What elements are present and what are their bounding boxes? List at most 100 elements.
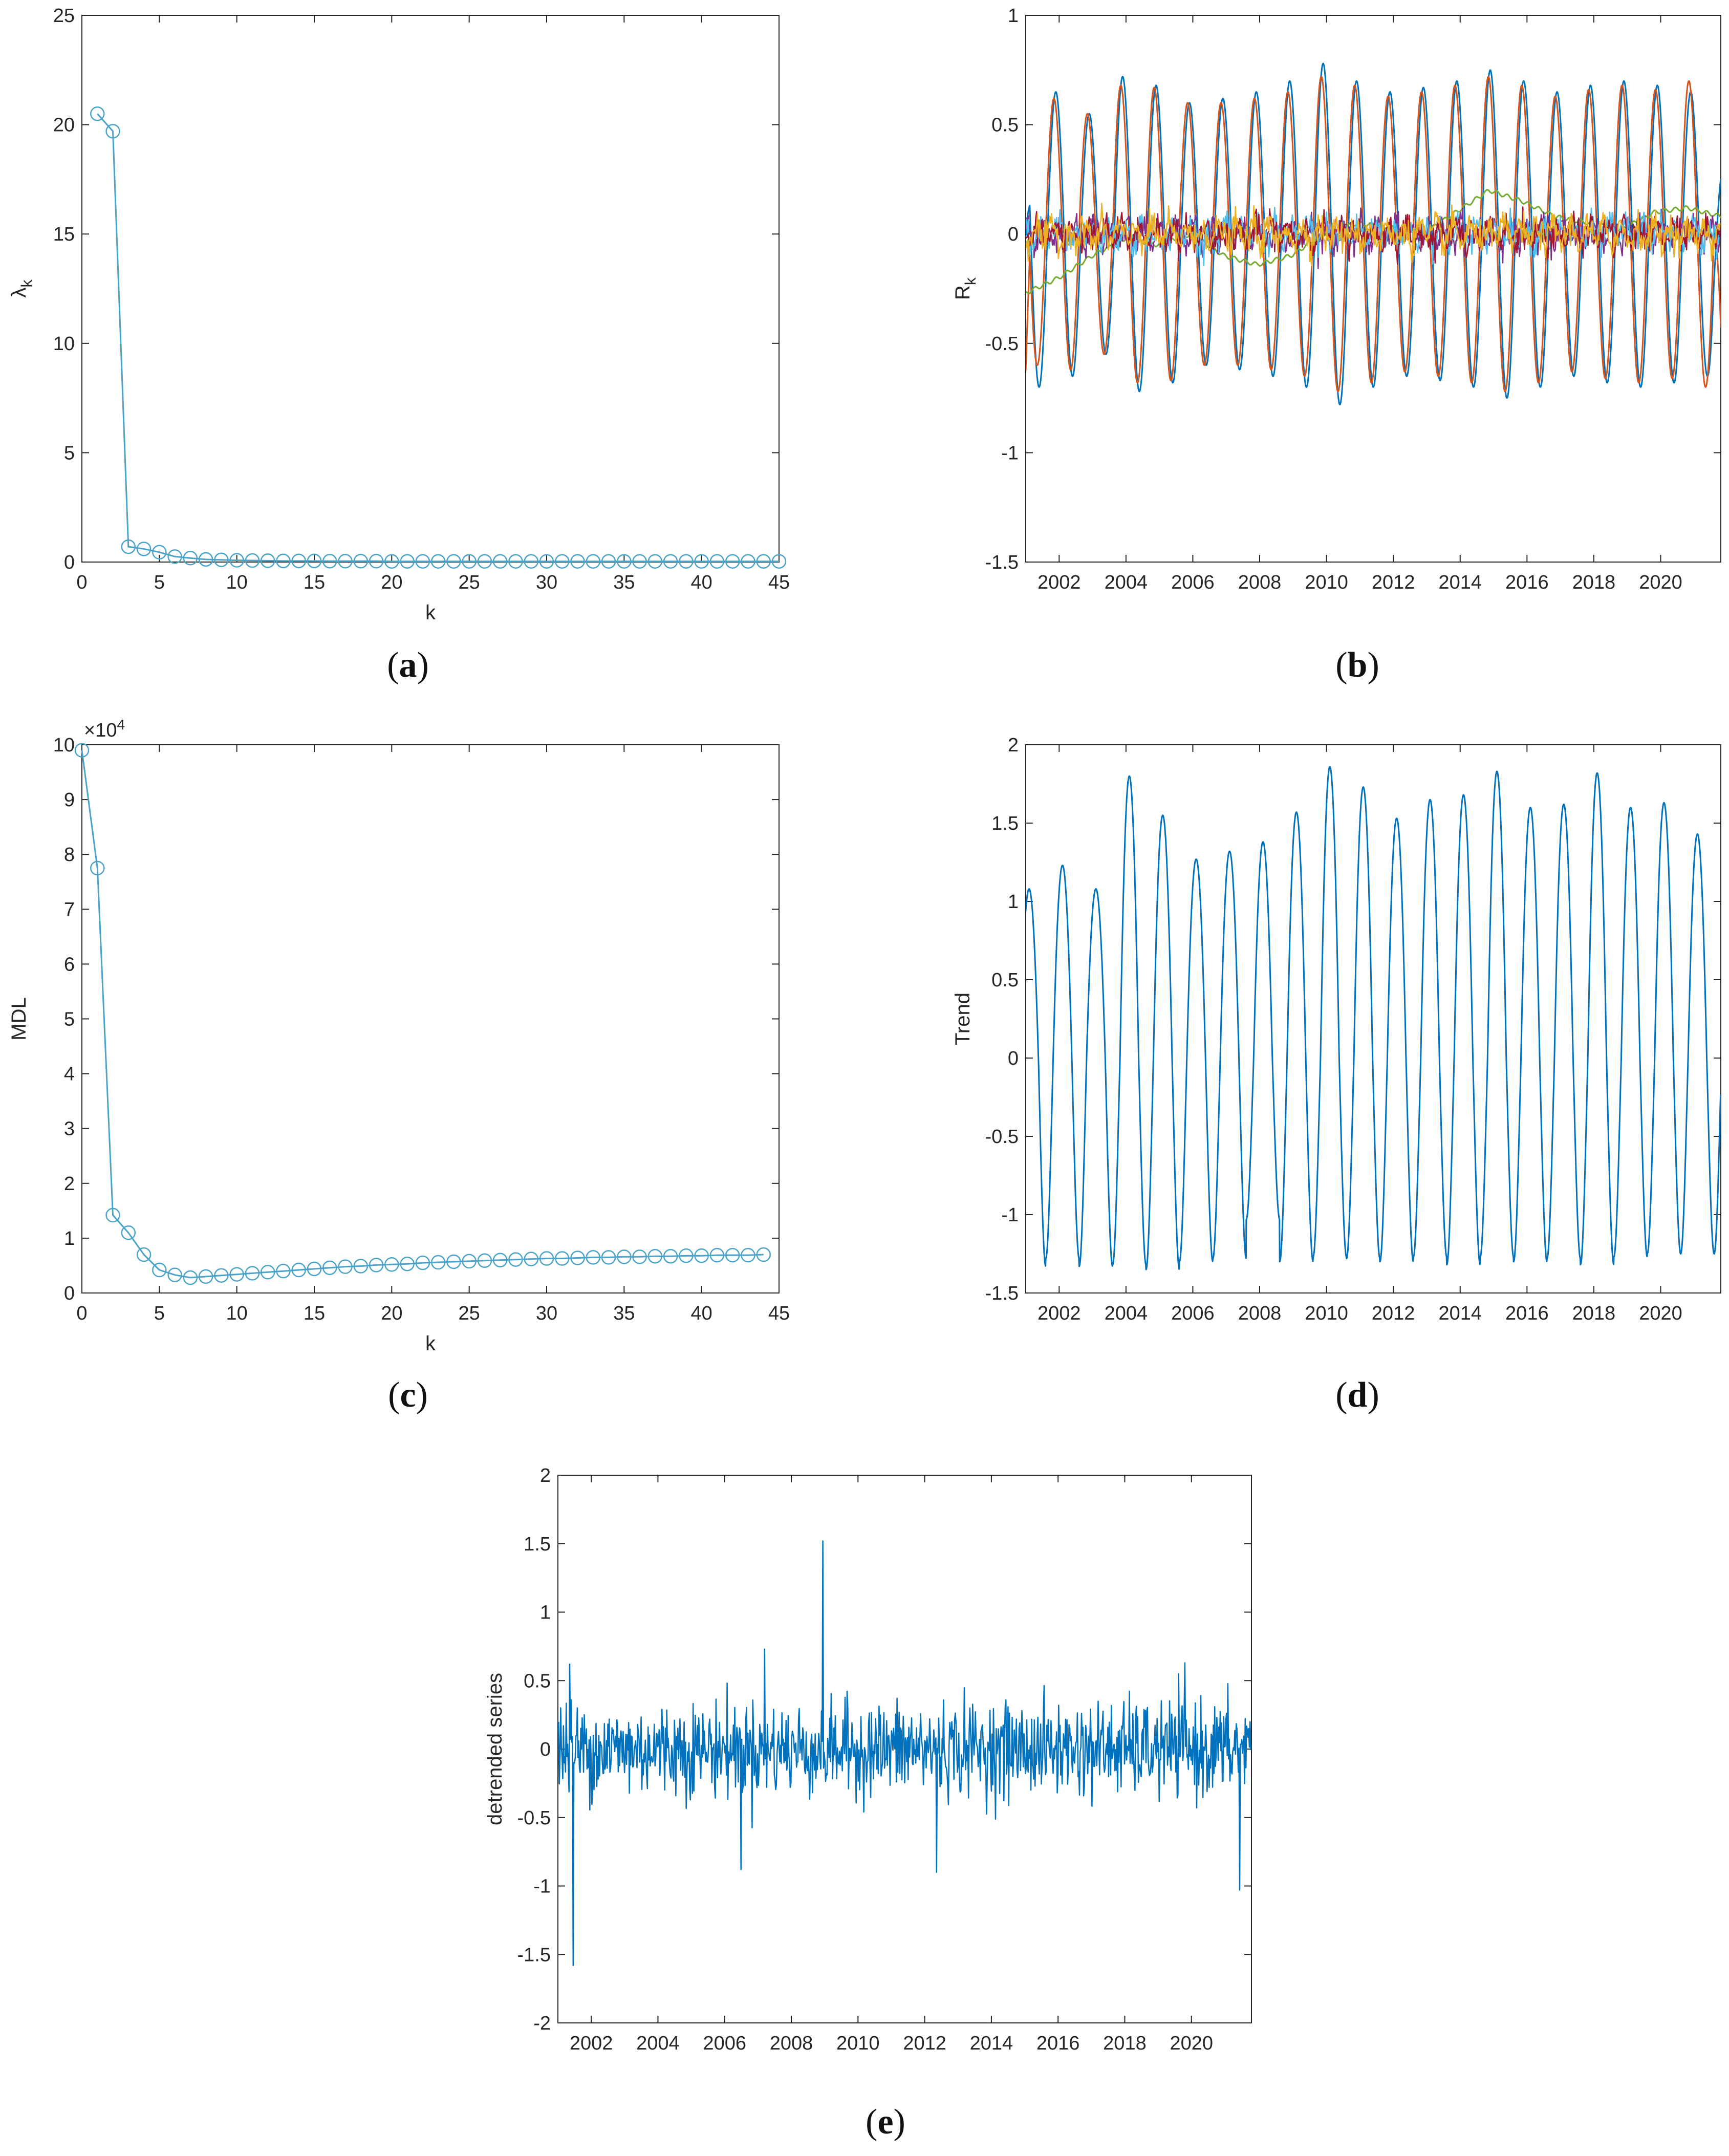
x-tick-label: 2002 — [1038, 572, 1081, 593]
data-point — [756, 1247, 771, 1262]
plot-area — [81, 15, 780, 563]
y-tick-label: 2 — [1008, 735, 1019, 756]
data-point — [167, 549, 182, 564]
data-point — [276, 1263, 291, 1279]
data-point — [229, 1267, 244, 1282]
data-point — [601, 554, 616, 569]
data-point — [322, 554, 337, 569]
data-point — [586, 1250, 601, 1265]
x-tick-label: 5 — [154, 572, 165, 593]
data-point — [338, 1259, 353, 1274]
y-tick-label: -0.5 — [985, 1126, 1019, 1148]
data-point — [679, 1248, 694, 1263]
data-point — [477, 554, 492, 569]
x-tick-label: 2016 — [1036, 2033, 1080, 2054]
y-tick-label: 1.5 — [524, 1534, 551, 1555]
data-line — [97, 113, 779, 563]
y-tick-label: -2 — [533, 2013, 551, 2034]
data-point — [136, 542, 152, 556]
y-tick-label: 1.5 — [991, 813, 1019, 834]
x-tick-label: 45 — [768, 1303, 790, 1324]
x-tick-label: 2004 — [636, 2033, 680, 2054]
data-point — [555, 554, 570, 569]
x-tick-label: 2008 — [1238, 1303, 1282, 1324]
data-point — [260, 1265, 275, 1280]
x-tick-label: 2014 — [1438, 1303, 1482, 1324]
y-tick-label: 15 — [53, 224, 75, 245]
y-tick-label: 1 — [1008, 891, 1019, 913]
x-tick-label: 2012 — [1372, 1303, 1415, 1324]
x-tick-label: 0 — [76, 572, 87, 593]
caption-e: (e) — [866, 2102, 905, 2142]
x-tick-label: 15 — [304, 572, 325, 593]
data-point — [384, 1257, 399, 1272]
x-tick-label: 2010 — [1305, 572, 1348, 593]
x-tick-label: 2004 — [1105, 1303, 1148, 1324]
data-point — [632, 554, 647, 569]
x-tick-label: 2016 — [1505, 1303, 1549, 1324]
y-tick-label: 2 — [540, 1465, 551, 1486]
x-axis-label: k — [425, 1332, 436, 1355]
x-tick-label: 2020 — [1639, 1303, 1682, 1324]
x-tick-label: 40 — [691, 572, 712, 593]
data-point — [492, 1253, 508, 1267]
y-tick-label: 0 — [1008, 1048, 1019, 1069]
data-point — [570, 1251, 585, 1265]
x-tick-label: 2006 — [703, 2033, 746, 2054]
data-point — [524, 554, 538, 569]
axis-multiplier: ×104 — [84, 717, 125, 741]
data-point — [183, 1270, 198, 1285]
data-point — [586, 554, 601, 569]
x-tick-label: 2014 — [970, 2033, 1013, 2054]
data-point — [167, 1267, 182, 1282]
y-tick-label: 25 — [53, 5, 75, 27]
data-point — [539, 554, 554, 569]
data-point — [353, 554, 369, 569]
data-point — [307, 1261, 322, 1277]
y-axis-label: MDL — [8, 997, 30, 1040]
x-tick-label: 30 — [536, 572, 557, 593]
data-point — [617, 554, 632, 569]
y-tick-label: 0.5 — [991, 115, 1019, 136]
data-point — [105, 1208, 120, 1223]
x-tick-label: 2012 — [1372, 572, 1415, 593]
data-point — [198, 1269, 213, 1284]
y-axis-label: Trend — [952, 993, 974, 1045]
x-tick-label: 2010 — [1305, 1303, 1348, 1324]
data-point — [601, 1250, 616, 1265]
y-axis-label: detrended series — [484, 1673, 506, 1825]
data-point — [709, 1247, 725, 1263]
y-tick-label: 9 — [64, 789, 75, 811]
data-point — [384, 554, 399, 569]
data-point — [756, 554, 771, 569]
y-tick-label: 5 — [64, 1009, 75, 1030]
x-tick-label: 0 — [76, 1303, 87, 1324]
y-tick-label: -1.5 — [985, 1283, 1019, 1304]
y-tick-label: 8 — [64, 844, 75, 866]
series-line-yellow — [1026, 203, 1721, 267]
y-tick-label: 0.5 — [991, 969, 1019, 991]
data-point — [679, 554, 694, 569]
y-axis-label-subscript: k — [18, 279, 35, 288]
series-line-orange — [1026, 76, 1721, 393]
x-axis-label: k — [425, 601, 436, 624]
y-tick-label: 0.5 — [524, 1670, 551, 1692]
data-point — [198, 552, 213, 567]
y-tick-label: -0.5 — [985, 333, 1019, 355]
y-tick-label: 0 — [64, 1283, 75, 1304]
y-tick-label: -1 — [1001, 1204, 1019, 1226]
data-point — [245, 553, 260, 568]
x-tick-label: 2006 — [1171, 572, 1215, 593]
x-tick-label: 35 — [613, 572, 635, 593]
data-point — [430, 554, 446, 569]
data-point — [245, 1266, 260, 1281]
y-tick-label: 0 — [64, 552, 75, 573]
x-tick-label: 45 — [768, 572, 790, 593]
series-line-red — [1026, 206, 1721, 265]
data-point — [539, 1251, 554, 1266]
panel-e-detrended-plot: -2 -1.5 -1 -0.5 0 0.5 1 1.5 2 2002 2004 2006 2008 201… — [484, 1465, 1252, 2054]
x-tick-label: 2008 — [770, 2033, 813, 2054]
x-tick-label: 2016 — [1505, 572, 1549, 593]
